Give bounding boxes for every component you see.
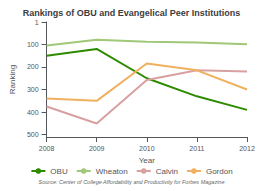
svg-text:2008: 2008: [39, 145, 55, 152]
svg-text:500: 500: [27, 131, 39, 138]
svg-text:Calvin: Calvin: [156, 167, 178, 176]
svg-text:2012: 2012: [239, 145, 255, 152]
svg-text:OBU: OBU: [50, 167, 68, 176]
svg-text:Wheaton: Wheaton: [96, 167, 128, 176]
svg-text:400: 400: [27, 109, 39, 116]
svg-text:2011: 2011: [189, 145, 204, 152]
svg-text:Ranking: Ranking: [8, 65, 17, 94]
svg-text:200: 200: [27, 63, 39, 70]
svg-text:2009: 2009: [89, 145, 105, 152]
svg-text:1: 1: [35, 19, 39, 26]
svg-text:2010: 2010: [139, 145, 155, 152]
svg-text:Year: Year: [139, 156, 156, 165]
svg-text:Source: Center of College Affo: Source: Center of College Affordability …: [39, 179, 225, 185]
svg-text:Rankings of OBU and Evangelica: Rankings of OBU and Evangelical Peer Ins…: [23, 8, 241, 18]
svg-text:Gordon: Gordon: [206, 167, 233, 176]
svg-text:300: 300: [27, 86, 39, 93]
svg-text:100: 100: [27, 41, 39, 48]
